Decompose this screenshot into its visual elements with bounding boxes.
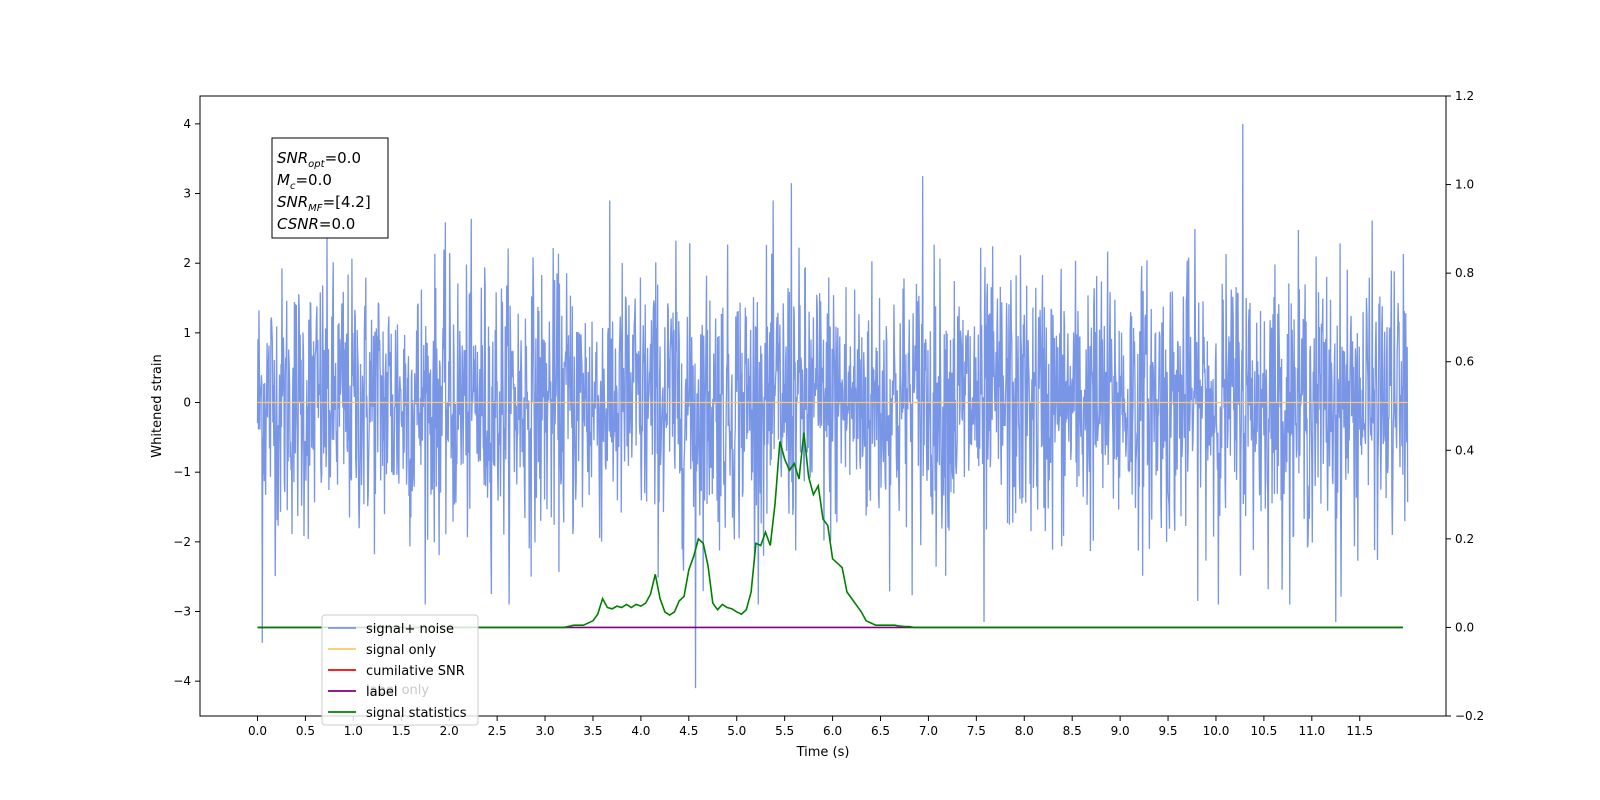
x-tick-label: 7.5 xyxy=(967,724,986,738)
legend-entry: signal only xyxy=(366,643,436,658)
legend-entry: signal+ noise xyxy=(366,622,454,637)
annotation-value: =[4.2] xyxy=(323,193,371,211)
y-axis-right: 1.2 1.0 0.8 0.6 0.4 0.2 0.0 −0.2 xyxy=(1446,89,1484,723)
legend-entry: cumilative SNR xyxy=(366,664,465,679)
y-left-tick-label: −3 xyxy=(173,605,191,619)
annotation-subscript: c xyxy=(290,181,296,192)
x-tick-label: 0.0 xyxy=(248,724,267,738)
x-tick-label: 4.0 xyxy=(631,724,650,738)
y-right-tick-label: 0.2 xyxy=(1455,532,1474,546)
x-axis: 0.0 0.5 1.0 1.5 2.0 2.5 3.0 3.5 4.0 4.5 5.0 5.5 6.0 6… xyxy=(248,716,1373,738)
y-right-tick-label: 0.8 xyxy=(1455,266,1474,280)
annotation-line: Mc=0.0 xyxy=(277,171,332,192)
annotation-line: SNRopt=0.0 xyxy=(277,149,361,170)
plot-frame xyxy=(199,95,1447,717)
x-tick-label: 8.0 xyxy=(1015,724,1034,738)
y-left-tick-label: 1 xyxy=(183,326,191,340)
x-tick-label: 9.0 xyxy=(1111,724,1130,738)
legend-entry: signal statistics xyxy=(366,706,467,721)
y-left-tick-label: −2 xyxy=(173,535,191,549)
annotation-symbol: M xyxy=(277,171,290,189)
legend: label only signal+ noise signal only cumila… xyxy=(321,614,479,726)
y-left-tick-label: 4 xyxy=(183,117,191,131)
x-tick-label: 8.5 xyxy=(1063,724,1082,738)
y-right-tick-label: 0.4 xyxy=(1455,443,1474,457)
legend-box xyxy=(321,614,479,726)
x-tick-label: 2.0 xyxy=(440,724,459,738)
y-right-tick-label: 1.0 xyxy=(1455,178,1474,192)
y-left-tick-label: 2 xyxy=(183,256,191,270)
x-tick-label: 5.0 xyxy=(727,724,746,738)
annotation-line: SNRMF=[4.2] xyxy=(277,193,371,214)
annotation-value: =0.0 xyxy=(319,215,355,233)
legend-ghost-text: label only xyxy=(366,683,429,698)
annotation-value: =0.0 xyxy=(295,171,331,189)
annotation-box xyxy=(271,137,389,239)
annotation-subscript: MF xyxy=(308,203,323,214)
annotation-symbol: CSNR xyxy=(277,215,319,233)
x-tick-label: 2.5 xyxy=(488,724,507,738)
x-tick-label: 3.5 xyxy=(583,724,602,738)
y-left-tick-label: −4 xyxy=(173,674,191,688)
y-axis-label: Whitened strain xyxy=(150,354,165,457)
y-right-tick-label: 1.2 xyxy=(1455,89,1474,103)
signal-statistics-line xyxy=(257,432,1403,629)
x-tick-label: 5.5 xyxy=(775,724,794,738)
x-tick-label: 9.5 xyxy=(1158,724,1177,738)
signal-noise-line xyxy=(256,123,1409,689)
x-tick-label: 1.0 xyxy=(344,724,363,738)
x-tick-label: 11.5 xyxy=(1346,724,1373,738)
x-tick-label: 3.0 xyxy=(535,724,554,738)
x-tick-label: 7.0 xyxy=(919,724,938,738)
y-right-tick-label: −0.2 xyxy=(1455,709,1484,723)
x-tick-label: 10.5 xyxy=(1251,724,1278,738)
signal-noise-series xyxy=(256,123,1409,689)
annotation-subscript: opt xyxy=(308,159,325,170)
y-axis-left: 4 3 2 1 0 −1 −2 −3 −4 xyxy=(173,117,200,688)
x-tick-label: 0.5 xyxy=(296,724,315,738)
x-tick-label: 11.0 xyxy=(1298,724,1325,738)
y-left-tick-label: 0 xyxy=(183,396,191,410)
x-tick-label: 6.5 xyxy=(871,724,890,738)
y-left-tick-label: −1 xyxy=(173,465,191,479)
x-tick-label: 1.5 xyxy=(392,724,411,738)
annotation-symbol: SNR xyxy=(277,149,308,167)
annotation-value: =0.0 xyxy=(325,149,361,167)
x-tick-label: 6.0 xyxy=(823,724,842,738)
x-tick-label: 10.0 xyxy=(1203,724,1230,738)
x-tick-label: 4.5 xyxy=(679,724,698,738)
y-left-tick-label: 3 xyxy=(183,187,191,201)
x-axis-label: Time (s) xyxy=(796,745,850,760)
annotation-symbol: SNR xyxy=(277,193,308,211)
annotation-line: CSNR=0.0 xyxy=(277,215,355,233)
legend-entry: label xyxy=(366,685,397,700)
y-right-tick-label: 0.6 xyxy=(1455,355,1474,369)
y-right-tick-label: 0.0 xyxy=(1455,620,1474,634)
